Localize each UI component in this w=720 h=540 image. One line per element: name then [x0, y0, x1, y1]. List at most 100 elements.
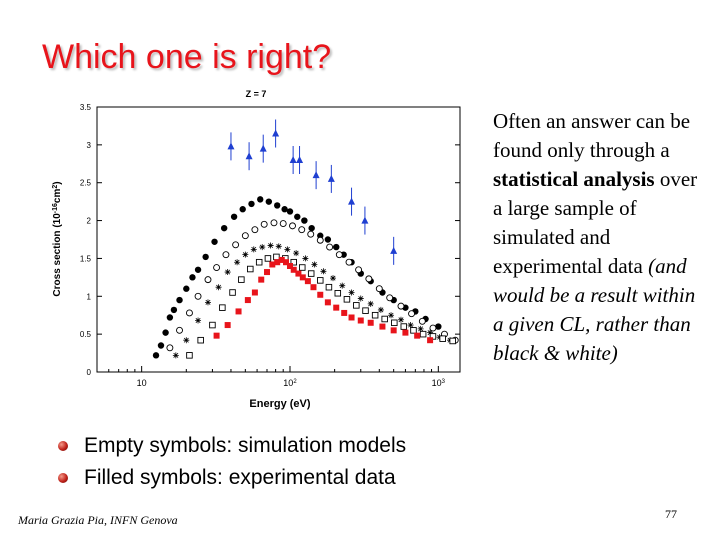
data-point-circle-open	[355, 266, 363, 274]
data-point-square-filled	[264, 269, 271, 276]
y-axis-ticks: 0 0.5 1 1.5 2 2.5 3 3.5	[80, 103, 460, 377]
data-point-circle-filled	[211, 238, 218, 245]
data-point-triangle-filled	[312, 171, 320, 179]
data-point-square-filled	[224, 322, 231, 329]
data-point-circle-open	[176, 326, 183, 334]
data-point-square-open	[197, 336, 204, 344]
data-point-square-filled	[283, 259, 290, 266]
x-axis-ticks: 10 102 103	[96, 366, 446, 388]
y-tick-label: 1.5	[80, 254, 92, 263]
data-point-square-filled	[244, 297, 251, 304]
data-point-triangle-filled	[327, 174, 335, 182]
data-point-circle-filled	[202, 253, 209, 261]
data-point-square-filled	[286, 263, 293, 269]
data-point-asterisk	[330, 275, 337, 282]
data-point-square-open	[334, 290, 342, 297]
data-point-circle-open	[222, 251, 230, 259]
data-point-triangle-filled	[390, 246, 398, 254]
data-point-circle-filled	[166, 314, 174, 321]
data-point-circle-open	[213, 264, 221, 271]
data-point-circle-open	[326, 243, 334, 251]
x-tick-label: 102	[283, 378, 297, 388]
data-point-asterisk	[284, 246, 291, 253]
side-text-part2: over a large sample of simulated and exp…	[493, 167, 698, 278]
data-point-square-open	[238, 276, 245, 283]
y-axis-label: Cross section (10-16cm2)	[52, 181, 64, 296]
data-point-asterisk	[172, 352, 179, 359]
data-point-square-filled	[274, 259, 281, 266]
data-point-square-filled	[324, 299, 331, 306]
side-text-italic: (and would be a result within a given CL…	[493, 254, 696, 365]
data-point-circle-filled	[162, 329, 169, 336]
data-point-square-open	[419, 330, 427, 338]
data-point-square-open	[229, 289, 236, 296]
data-point-circle-open	[307, 230, 315, 238]
data-point-circle-open	[429, 324, 437, 332]
data-point-square-filled	[427, 337, 434, 344]
data-point-square-open	[299, 264, 306, 271]
data-point-circle-open	[241, 232, 249, 240]
data-point-circle-filled	[308, 224, 315, 232]
data-point-asterisk	[357, 295, 364, 302]
data-point-circle-filled	[152, 352, 160, 359]
data-point-triangle-filled	[245, 152, 253, 160]
data-point-circle-open	[345, 258, 353, 266]
data-point-square-filled	[269, 261, 276, 268]
data-point-asterisk	[293, 250, 300, 257]
data-point-square-filled	[414, 332, 421, 339]
slide-title: Which one is right?	[42, 38, 332, 76]
bullet-dot-icon	[58, 441, 68, 451]
data-point-square-filled	[278, 256, 285, 263]
data-point-asterisk	[204, 299, 211, 306]
x-tick-label: 103	[432, 378, 446, 388]
data-point-circle-filled	[230, 213, 238, 220]
bullet-item: Empty symbols: simulation models	[58, 430, 406, 462]
data-point-square-open	[209, 321, 216, 329]
data-point-triangle-filled	[348, 197, 356, 205]
data-point-circle-filled	[220, 224, 228, 232]
y-tick-label: 2.5	[80, 179, 92, 188]
data-point-square-open	[290, 258, 297, 266]
data-point-square-open	[264, 255, 272, 262]
data-point-square-open	[317, 277, 324, 284]
side-explanation: Often an answer can be found only throug…	[493, 107, 708, 368]
data-point-square-filled	[390, 327, 397, 334]
data-point-square-open	[307, 270, 315, 277]
data-point-triangle-filled	[361, 216, 369, 224]
data-point-square-filled	[317, 291, 324, 298]
data-point-asterisk	[339, 282, 346, 289]
side-text-bold: statistical analysis	[493, 167, 655, 191]
data-point-square-filled	[251, 289, 258, 296]
data-point-asterisk	[259, 244, 266, 251]
bullet-dot-icon	[58, 473, 68, 483]
data-point-circle-filled	[324, 236, 332, 243]
data-point-asterisk	[267, 242, 274, 249]
data-point-square-filled	[348, 314, 355, 321]
data-point-circle-open	[260, 220, 268, 228]
data-point-square-filled	[258, 276, 265, 283]
data-point-circle-open	[270, 219, 278, 227]
data-point-circle-filled	[239, 206, 246, 213]
data-point-square-filled	[341, 309, 348, 316]
data-point-asterisk	[427, 329, 434, 336]
data-point-asterisk	[311, 261, 318, 268]
data-point-square-open	[186, 352, 193, 359]
bullet-list: Empty symbols: simulation models Filled …	[58, 430, 406, 494]
plot-frame	[96, 106, 461, 373]
data-point-asterisk	[195, 317, 202, 324]
x-axis-label: Energy (eV)	[249, 398, 310, 410]
data-point-square-filled	[213, 332, 220, 339]
data-point-circle-open	[279, 220, 287, 228]
data-point-asterisk	[348, 289, 355, 296]
data-point-asterisk	[417, 325, 424, 332]
data-point-asterisk	[377, 306, 384, 313]
data-point-circle-filled	[435, 323, 442, 330]
y-tick-label: 1	[87, 292, 92, 301]
data-point-circle-filled	[170, 306, 178, 314]
data-point-square-filled	[304, 278, 311, 285]
data-point-triangle-filled	[296, 156, 304, 163]
chart-svg: Z = 7 0 0.5 1 1.5 2 2.5 3 3.5 10 102 103 Energy (…	[52, 89, 461, 410]
data-point-square-filled	[379, 323, 386, 330]
page-number: 77	[665, 507, 677, 521]
data-point-square-open	[449, 337, 456, 345]
